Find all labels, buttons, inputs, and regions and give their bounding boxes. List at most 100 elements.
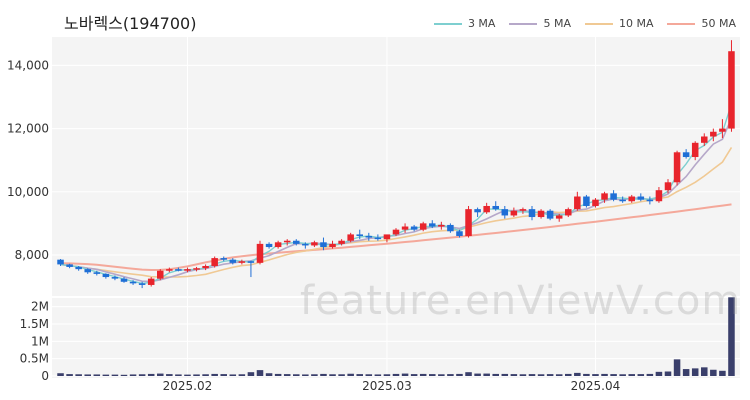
volume-bar	[392, 373, 400, 376]
candle-body	[347, 234, 354, 241]
candle-body	[392, 229, 400, 235]
volume-bar	[546, 374, 554, 376]
candle-body	[93, 272, 101, 274]
price-panel-bg	[52, 37, 740, 296]
candle-body	[356, 234, 363, 236]
candle-body	[229, 259, 237, 263]
candle-body	[465, 209, 472, 236]
volume-bar	[93, 374, 101, 376]
volume-bar	[501, 373, 509, 376]
candle-body	[419, 223, 427, 230]
candle-body	[220, 258, 227, 260]
candle-body	[610, 193, 617, 200]
candle-body	[583, 196, 590, 206]
candle-body	[664, 182, 672, 191]
volume-tick-label: 1M	[31, 334, 49, 348]
candle-body	[447, 224, 454, 232]
volume-bar	[646, 373, 654, 376]
candle-body	[111, 277, 119, 279]
candle-body	[166, 269, 173, 271]
candle-body	[410, 226, 418, 230]
candle-body	[66, 264, 73, 267]
price-tick-label: 10,000	[7, 185, 49, 199]
volume-tick-label: 2M	[31, 300, 49, 314]
volume-bar	[147, 373, 155, 376]
volume-bar	[229, 374, 237, 376]
volume-panel-bg	[52, 298, 740, 378]
ma50-line	[60, 203, 732, 272]
candle-body	[238, 261, 246, 263]
volume-bar	[447, 374, 454, 376]
candle-body	[157, 270, 164, 279]
legend-item-50ma: 50 MA	[667, 17, 736, 30]
legend-item-3ma: 3 MA	[433, 17, 496, 30]
candle-body	[528, 209, 536, 218]
candle-body	[175, 269, 182, 271]
volume-bar	[637, 374, 645, 376]
watermark: feature.enViewV.com	[300, 278, 742, 324]
candle-body	[601, 193, 608, 200]
x-tick-label: 2025.03	[362, 379, 412, 393]
volume-bar	[320, 373, 327, 376]
volume-bar	[456, 373, 463, 376]
volume-bar	[265, 373, 273, 376]
volume-bar	[429, 374, 436, 376]
candle-body	[519, 209, 527, 211]
candle-body	[147, 278, 155, 285]
candle-body	[283, 240, 291, 243]
volume-bar	[537, 374, 545, 376]
volume-bar	[57, 373, 64, 376]
volume-bar	[166, 374, 173, 376]
candle-body	[555, 215, 563, 219]
candle-body	[120, 278, 128, 282]
volume-bar	[592, 374, 599, 376]
volume-bar	[374, 374, 382, 376]
candle-body	[311, 242, 318, 246]
candle-body	[619, 199, 626, 202]
legend-item-10ma: 10 MA	[584, 17, 654, 30]
volume-bar	[565, 373, 572, 376]
candle-body	[57, 259, 64, 265]
candle-body	[673, 152, 681, 183]
legend: 3 MA 5 MA 10 MA 50 MA	[433, 17, 736, 30]
candle-body	[574, 196, 581, 210]
candle-body	[129, 281, 137, 284]
volume-bar	[211, 373, 218, 376]
legend-label-3ma: 3 MA	[467, 17, 496, 30]
candle-body	[728, 51, 735, 129]
candle-body	[719, 128, 726, 132]
candle-body	[247, 261, 255, 263]
legend-swatch-50ma	[667, 22, 696, 25]
candle-body	[682, 152, 690, 158]
volume-bar	[474, 373, 481, 376]
candle-body	[483, 205, 490, 213]
volume-bars	[57, 297, 735, 376]
volume-bar	[619, 374, 626, 376]
volume-bar	[701, 367, 708, 376]
volume-bar	[655, 371, 663, 376]
candle-body	[474, 209, 481, 213]
volume-bar	[719, 370, 726, 376]
volume-bar	[274, 373, 282, 376]
candle-body	[456, 231, 463, 236]
volume-bar	[120, 374, 128, 376]
legend-item-5ma: 5 MA	[509, 17, 571, 30]
volume-bar	[628, 374, 635, 376]
candle-body	[75, 266, 82, 270]
volume-bar	[492, 373, 499, 376]
legend-swatch-5ma	[509, 22, 538, 25]
candle-body	[710, 131, 717, 137]
legend-label-10ma: 10 MA	[618, 17, 654, 30]
legend-swatch-3ma	[433, 22, 462, 25]
volume-bar	[66, 374, 73, 376]
volume-bar	[519, 374, 527, 376]
price-tick-label: 14,000	[7, 58, 49, 72]
volume-bar	[401, 373, 409, 376]
volume-bar	[728, 297, 735, 376]
candle-body	[637, 196, 645, 200]
candle-body	[501, 209, 509, 216]
volume-bar	[664, 371, 672, 376]
price-tick-label: 8,000	[15, 248, 49, 262]
volume-bar	[483, 373, 490, 376]
